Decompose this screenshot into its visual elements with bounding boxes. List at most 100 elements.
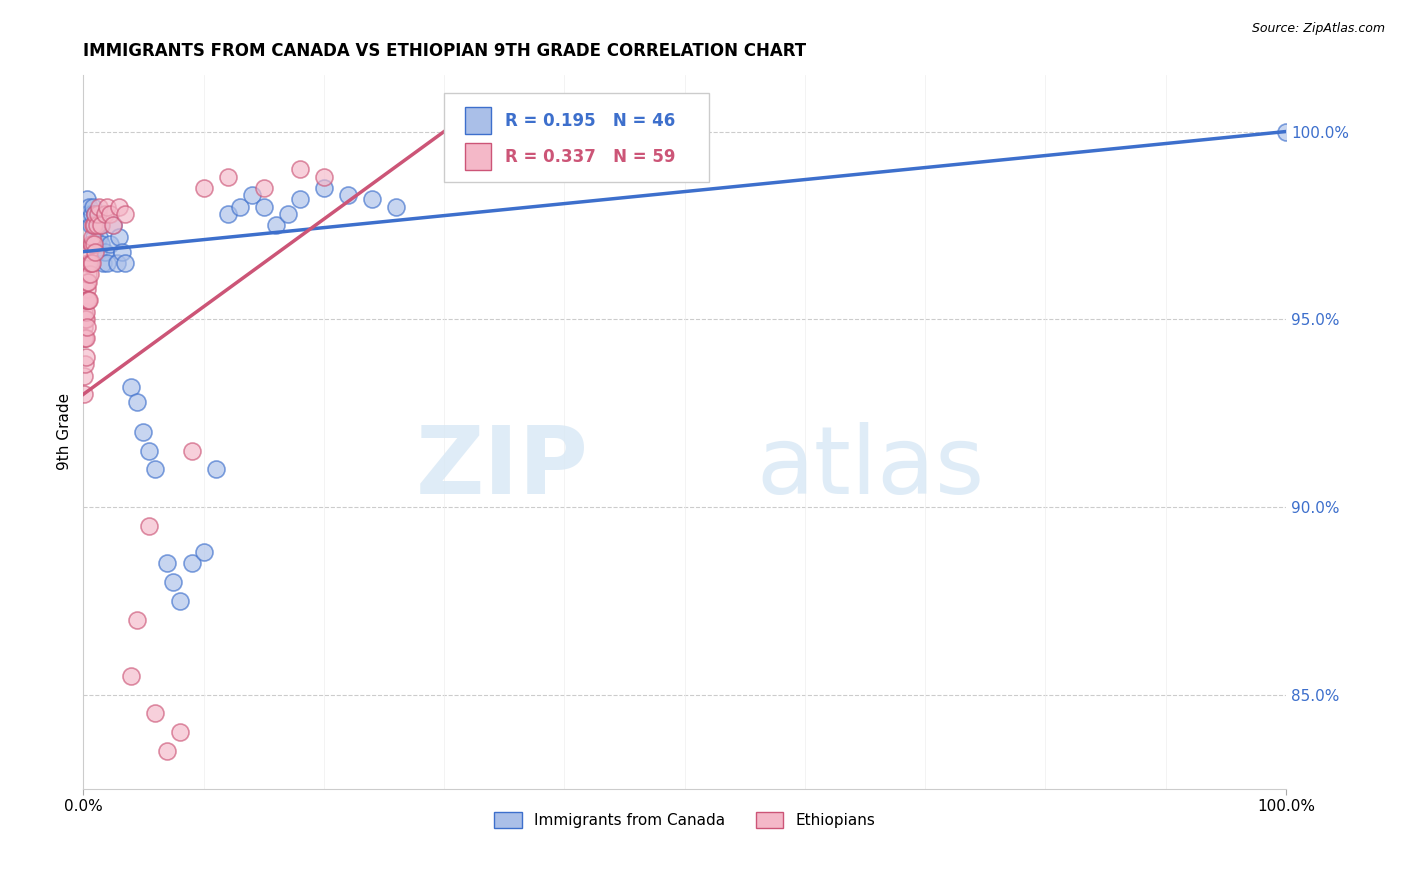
Point: [82, 219, 104, 233]
Point: [108, 200, 131, 214]
FancyBboxPatch shape: [444, 93, 709, 182]
Point: [75, 293, 97, 308]
Point: [75, 312, 97, 326]
Text: R = 0.337   N = 59: R = 0.337 N = 59: [505, 147, 676, 166]
Point: [77, 256, 100, 270]
Point: [79, 219, 101, 233]
Point: [75, 293, 97, 308]
Point: [79, 237, 101, 252]
Point: [156, 744, 179, 758]
Point: [75, 312, 97, 326]
Point: [87, 229, 110, 244]
Point: [82, 200, 104, 214]
Point: [77, 293, 100, 308]
Point: [105, 256, 128, 270]
Point: [76, 192, 98, 206]
Point: [114, 207, 136, 221]
Point: [98, 207, 121, 221]
Point: [145, 706, 167, 721]
Point: [75, 304, 97, 318]
Point: [288, 192, 311, 206]
Point: [193, 545, 215, 559]
Point: [240, 188, 263, 202]
Point: [79, 293, 101, 308]
FancyBboxPatch shape: [464, 107, 491, 135]
Point: [76, 293, 98, 308]
Point: [162, 575, 184, 590]
Point: [94, 207, 117, 221]
Point: [84, 244, 107, 259]
Point: [253, 181, 276, 195]
Point: [90, 219, 112, 233]
FancyBboxPatch shape: [464, 143, 491, 170]
Point: [87, 200, 110, 214]
Point: [228, 200, 250, 214]
Point: [76, 282, 98, 296]
Point: [132, 425, 155, 439]
Point: [103, 219, 125, 233]
Point: [73, 368, 96, 383]
Point: [180, 443, 202, 458]
Text: R = 0.195   N = 46: R = 0.195 N = 46: [505, 112, 676, 130]
Point: [312, 169, 335, 184]
Point: [80, 256, 103, 270]
Point: [76, 293, 98, 308]
Point: [77, 275, 100, 289]
Point: [145, 462, 167, 476]
Point: [96, 256, 118, 270]
Y-axis label: 9th Grade: 9th Grade: [58, 393, 72, 470]
Point: [103, 219, 125, 233]
Text: ZIP: ZIP: [416, 422, 589, 514]
Point: [264, 219, 287, 233]
Point: [86, 237, 108, 252]
Point: [156, 556, 179, 570]
Point: [79, 200, 101, 214]
Point: [76, 275, 98, 289]
Point: [193, 181, 215, 195]
Point: [87, 207, 110, 221]
Point: [84, 207, 107, 221]
Point: [277, 207, 299, 221]
Point: [120, 669, 142, 683]
Text: IMMIGRANTS FROM CANADA VS ETHIOPIAN 9TH GRADE CORRELATION CHART: IMMIGRANTS FROM CANADA VS ETHIOPIAN 9TH …: [83, 42, 807, 60]
Point: [91, 256, 114, 270]
Point: [1275, 124, 1298, 138]
Point: [138, 518, 160, 533]
Point: [73, 387, 96, 401]
Point: [217, 169, 239, 184]
Point: [312, 181, 335, 195]
Point: [79, 244, 101, 259]
Legend: Immigrants from Canada, Ethiopians: Immigrants from Canada, Ethiopians: [488, 806, 882, 834]
Point: [86, 219, 108, 233]
Point: [127, 613, 149, 627]
Point: [77, 207, 100, 221]
Point: [77, 256, 100, 270]
Point: [75, 331, 97, 345]
Point: [361, 192, 384, 206]
Text: atlas: atlas: [756, 422, 986, 514]
Point: [120, 380, 142, 394]
Point: [169, 594, 191, 608]
Point: [73, 319, 96, 334]
Point: [288, 162, 311, 177]
Point: [111, 244, 134, 259]
Point: [84, 219, 107, 233]
Point: [75, 357, 97, 371]
Point: [138, 443, 160, 458]
Point: [73, 331, 96, 345]
Point: [96, 200, 118, 214]
Point: [76, 319, 98, 334]
Point: [80, 207, 103, 221]
Point: [180, 556, 202, 570]
Point: [73, 331, 96, 345]
Point: [80, 237, 103, 252]
Text: Source: ZipAtlas.com: Source: ZipAtlas.com: [1251, 22, 1385, 36]
Point: [90, 237, 112, 252]
Point: [84, 207, 107, 221]
Point: [76, 267, 98, 281]
Point: [114, 256, 136, 270]
Point: [89, 219, 111, 233]
Point: [108, 229, 131, 244]
Point: [73, 304, 96, 318]
Point: [79, 267, 101, 281]
